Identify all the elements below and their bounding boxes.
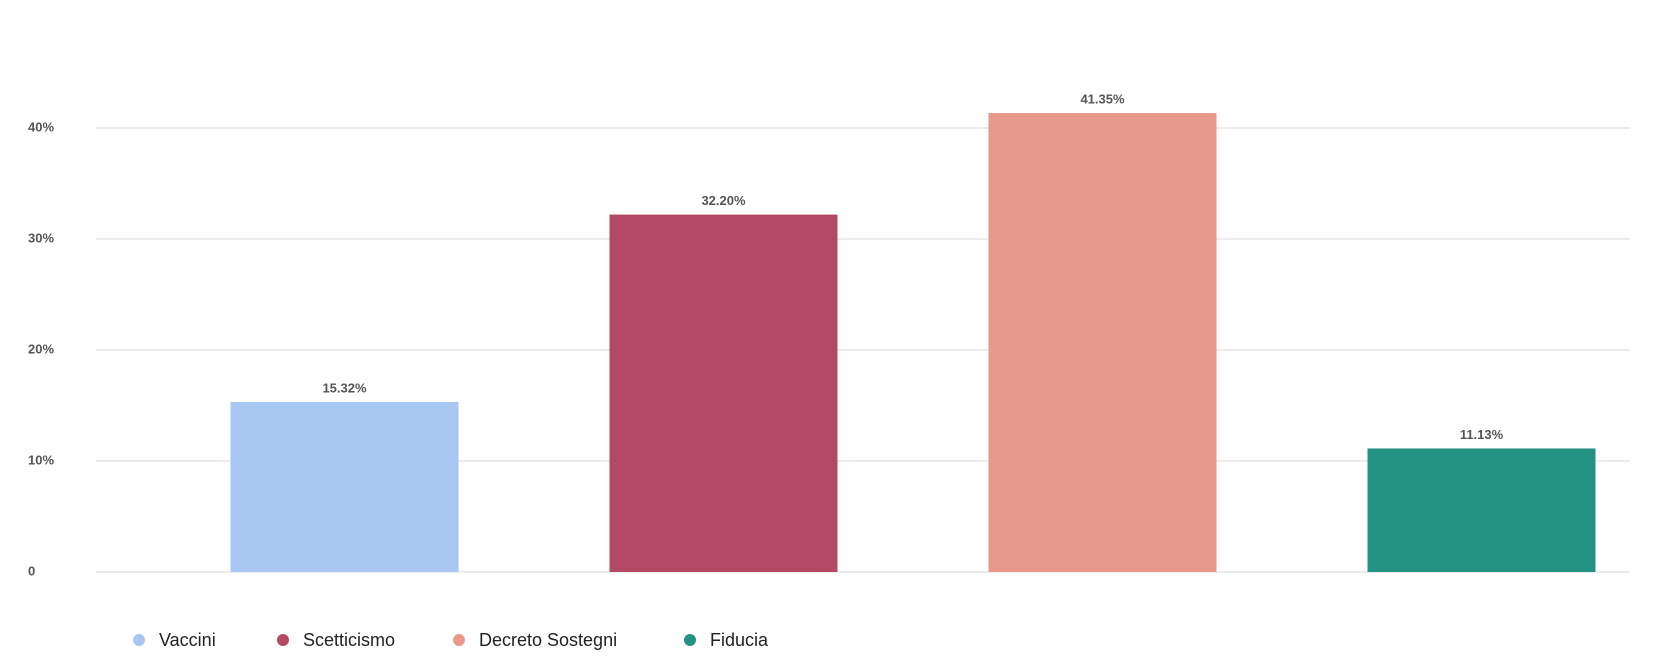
- legend-label: Decreto Sostegni: [479, 630, 617, 650]
- value-label: 15.32%: [322, 380, 367, 395]
- bar: [230, 401, 459, 572]
- bar: [609, 214, 838, 572]
- value-label: 32.20%: [701, 193, 746, 208]
- y-tick-label: 30%: [28, 230, 54, 245]
- y-tick-label: 20%: [28, 341, 54, 356]
- legend-swatch: [133, 634, 145, 646]
- y-tick-label: 10%: [28, 452, 54, 467]
- y-tick-label: 40%: [28, 119, 54, 134]
- legend-label: Scetticismo: [303, 630, 395, 650]
- legend-swatch: [277, 634, 289, 646]
- legend-swatch: [453, 634, 465, 646]
- legend-label: Fiducia: [710, 630, 769, 650]
- legend-swatch: [684, 634, 696, 646]
- y-tick-label: 0: [28, 563, 35, 578]
- value-label: 11.13%: [1460, 427, 1504, 442]
- legend-label: Vaccini: [159, 630, 216, 650]
- bar: [1367, 448, 1596, 572]
- bar: [988, 113, 1217, 572]
- value-label: 41.35%: [1080, 91, 1125, 106]
